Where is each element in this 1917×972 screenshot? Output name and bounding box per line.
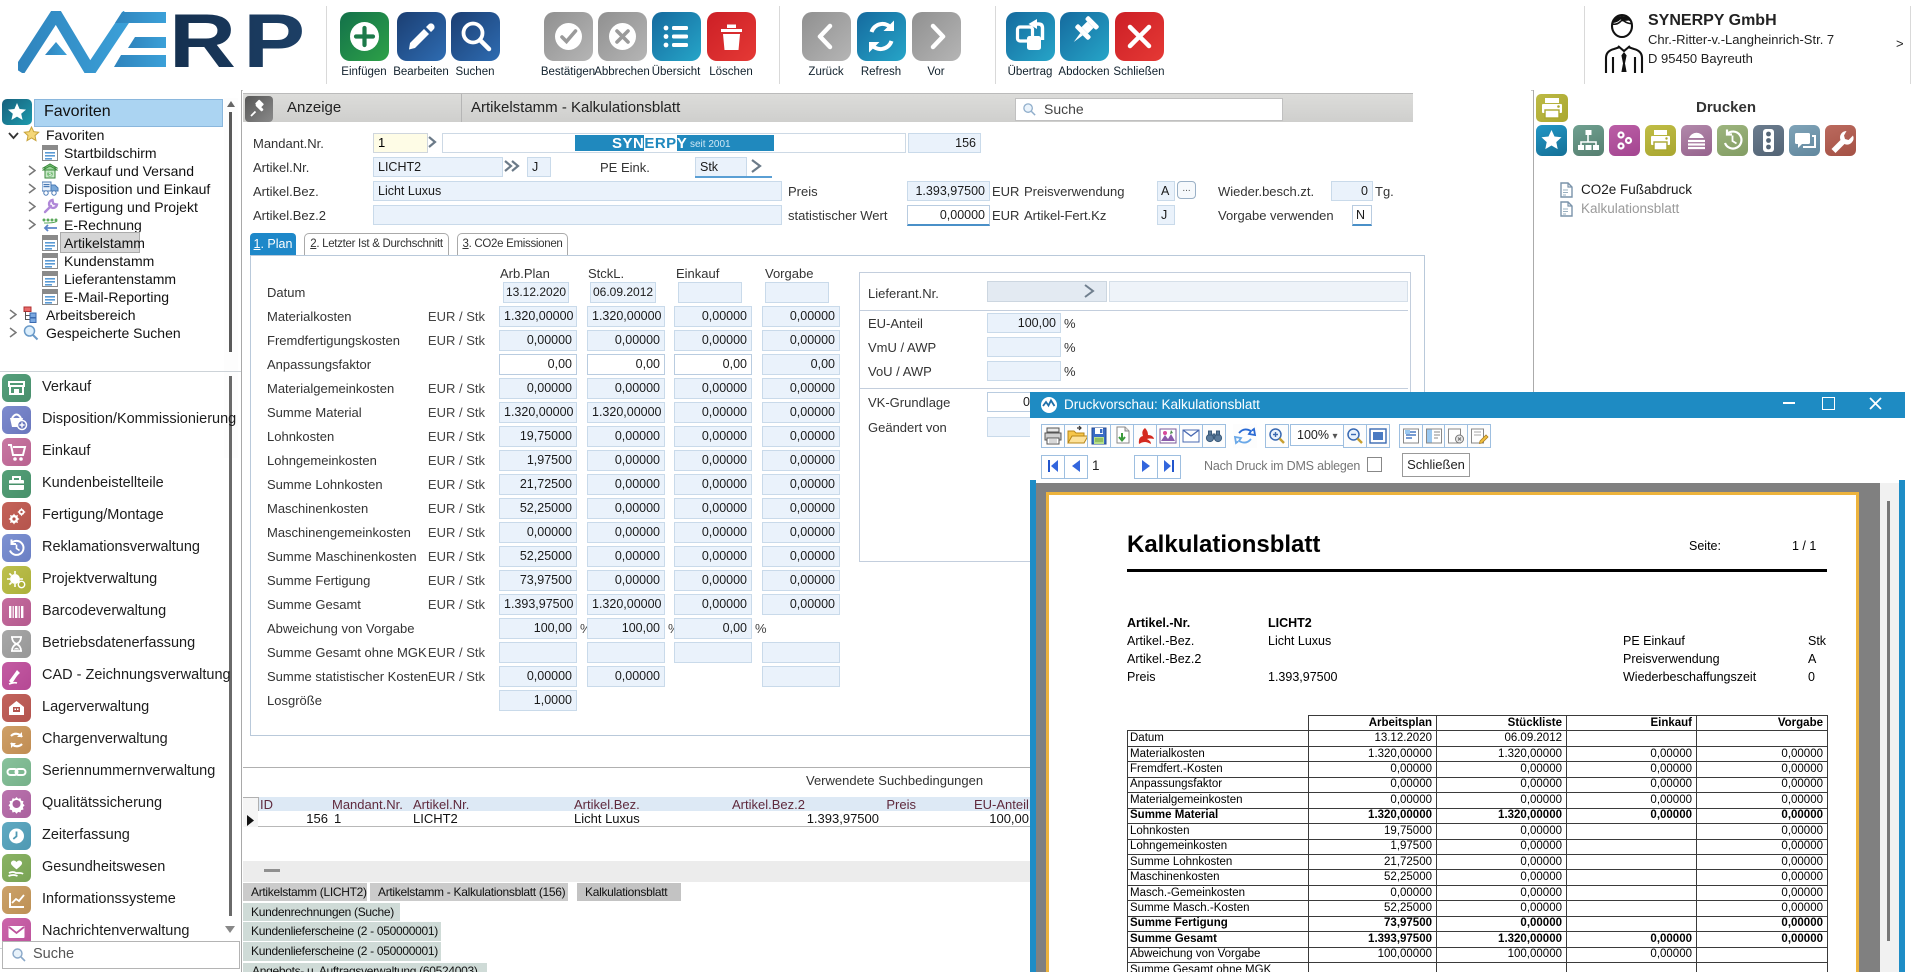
svg-text:$: $: [48, 172, 52, 178]
svg-text:RP: RP: [169, 11, 310, 73]
